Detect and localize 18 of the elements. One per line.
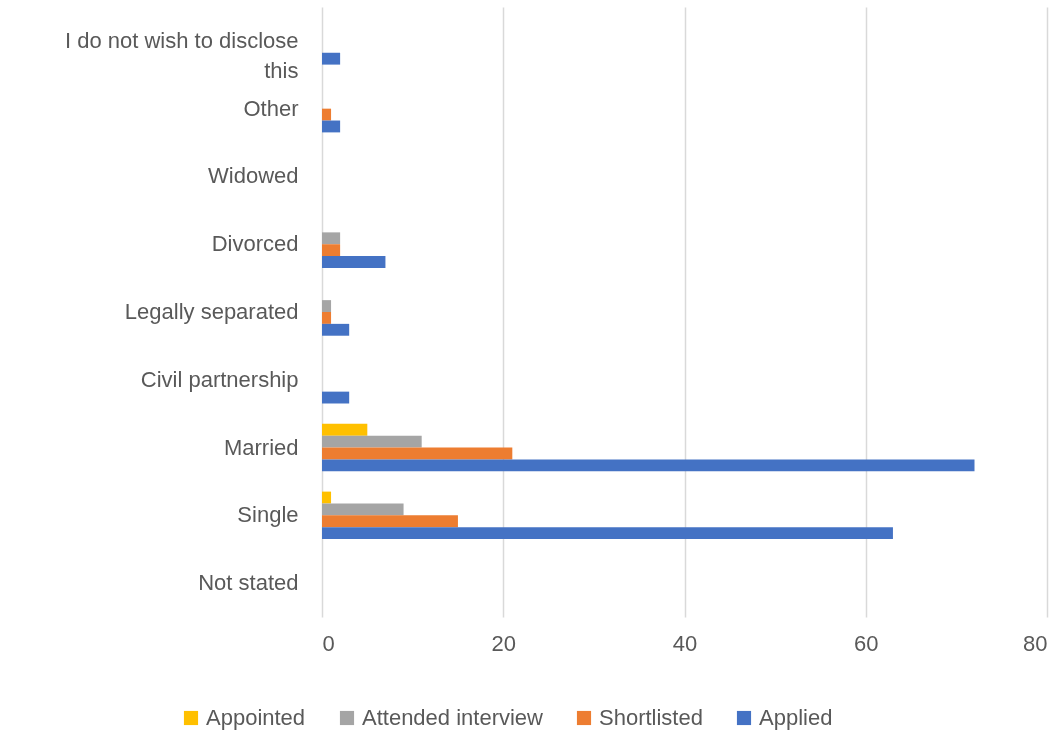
legend-label: Attended interview bbox=[362, 705, 544, 730]
y-tick-label: Single bbox=[237, 502, 299, 528]
y-tick-label: Divorced bbox=[211, 231, 299, 257]
y-tick-label: Legally separated bbox=[124, 299, 299, 324]
y-tick-label: Not stated bbox=[198, 570, 299, 596]
y-tick-label: Other bbox=[243, 95, 299, 121]
x-tick-label: 20 bbox=[491, 630, 516, 656]
y-tick-label: Married bbox=[223, 434, 299, 460]
legend-label: Applied bbox=[759, 705, 833, 730]
legend-label: Shortlisted bbox=[599, 705, 703, 730]
y-tick-label: I do not wish to disclose this bbox=[64, 27, 299, 83]
y-tick-label: Widowed bbox=[208, 163, 299, 189]
x-tick-label: 40 bbox=[672, 630, 698, 656]
legend-label: Appointed bbox=[206, 705, 306, 730]
x-tick-label: 60 bbox=[854, 630, 879, 656]
y-tick-label: Civil partnership bbox=[140, 366, 299, 392]
x-tick-label: 80 bbox=[1023, 630, 1048, 656]
x-tick-label: 0 bbox=[322, 630, 335, 656]
